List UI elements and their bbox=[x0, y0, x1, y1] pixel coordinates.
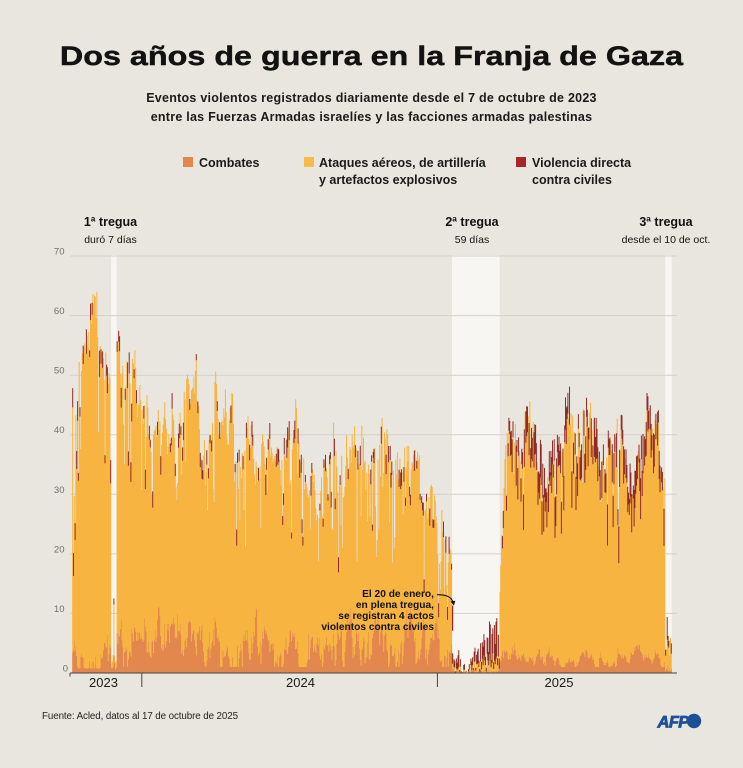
svg-text:10: 10 bbox=[54, 604, 65, 615]
svg-text:50: 50 bbox=[54, 366, 65, 377]
svg-text:40: 40 bbox=[54, 425, 65, 436]
svg-text:20: 20 bbox=[54, 544, 65, 555]
svg-text:AFP: AFP bbox=[657, 714, 691, 732]
svg-text:70: 70 bbox=[54, 247, 65, 258]
svg-text:30: 30 bbox=[54, 485, 65, 496]
svg-text:60: 60 bbox=[54, 306, 65, 317]
svg-text:0: 0 bbox=[63, 664, 68, 675]
